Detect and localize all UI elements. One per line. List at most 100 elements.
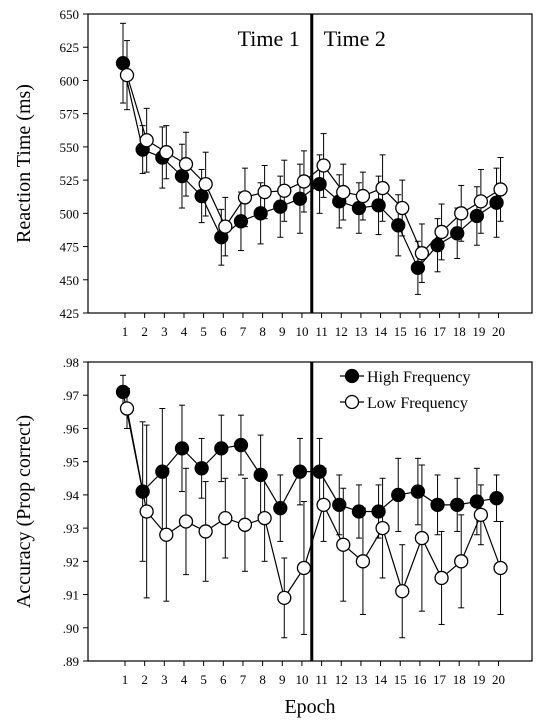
data-point (233, 437, 249, 453)
data-point (139, 133, 154, 148)
x-tick-label: 3 (161, 324, 168, 339)
plot-frame (87, 13, 533, 314)
data-point (257, 184, 272, 200)
plot-frame (87, 361, 533, 662)
data-point (316, 158, 331, 173)
x-tick-label: 7 (240, 324, 247, 339)
x-tick-label: 17 (433, 324, 447, 339)
data-point (375, 520, 390, 536)
data-point (391, 487, 406, 503)
data-point (489, 195, 504, 210)
x-tick-label: 6 (220, 672, 227, 687)
x-tick-label: 11 (315, 672, 328, 687)
x-tick-label: 9 (279, 324, 286, 339)
data-point (454, 554, 469, 569)
x-axis-title: Epoch (284, 696, 335, 718)
x-tick-label: 10 (295, 672, 308, 687)
x-tick-label: 4 (181, 672, 188, 687)
x-tick-label: 12 (335, 672, 348, 687)
data-point (178, 514, 194, 529)
x-tick-label: 18 (453, 672, 466, 687)
chart-panel-2: .89.90.91.92.93.94.95.96.97.981 2 3 4 5 6 7 8 9 1… (13, 355, 533, 718)
data-point (119, 67, 135, 83)
data-point (292, 464, 308, 479)
data-point (194, 461, 209, 476)
data-point (174, 441, 190, 456)
data-point (493, 560, 508, 576)
y-axis-title: Reaction Time (ms) (13, 84, 35, 243)
annotation-time-2: Time 2 (324, 26, 386, 51)
data-point (194, 188, 209, 204)
series-low-frequency (119, 388, 508, 639)
data-point (233, 214, 249, 229)
x-tick-label: 12 (335, 324, 348, 339)
y-tick-label: 475 (60, 240, 80, 255)
y-tick-label: 650 (60, 7, 80, 22)
data-point (155, 464, 170, 479)
data-point (375, 180, 390, 196)
x-tick-label: 13 (354, 672, 367, 687)
x-tick-label: 2 (141, 324, 148, 339)
data-point (296, 174, 312, 189)
legend-marker (344, 394, 360, 410)
data-point (273, 501, 288, 516)
data-point (355, 554, 371, 569)
x-tick-label: 1 (122, 672, 129, 687)
data-point (218, 219, 233, 234)
x-tick-label: 5 (200, 672, 207, 687)
y-tick-label: .98 (63, 355, 79, 370)
data-point (410, 484, 426, 499)
x-tick-label: 6 (220, 324, 227, 339)
x-tick-label: 3 (161, 672, 168, 687)
data-point (410, 260, 426, 275)
data-point (430, 238, 445, 253)
y-tick-label: .93 (63, 521, 79, 536)
data-point (237, 190, 253, 205)
data-point (273, 199, 288, 214)
data-point (371, 198, 386, 213)
series-low-frequency (119, 40, 508, 283)
y-tick-label: .94 (63, 488, 80, 503)
x-tick-label: 19 (472, 324, 485, 339)
data-point (178, 157, 194, 172)
x-tick-label: 10 (295, 324, 308, 339)
data-point (469, 208, 485, 224)
data-point (139, 504, 154, 519)
data-point (430, 497, 445, 513)
legend-label: High Frequency (367, 369, 471, 386)
data-point (351, 200, 367, 216)
x-tick-label: 14 (374, 324, 388, 339)
data-point (434, 224, 449, 240)
data-point (473, 507, 489, 522)
data-point (277, 183, 292, 198)
data-point (198, 176, 213, 192)
y-tick-label: 625 (60, 40, 80, 55)
legend-marker (344, 368, 360, 384)
data-point (414, 530, 430, 546)
data-point (355, 188, 371, 204)
data-point (119, 401, 135, 416)
x-tick-label: 16 (413, 672, 427, 687)
data-point (115, 384, 131, 400)
x-tick-label: 9 (279, 672, 286, 687)
y-tick-label: .95 (63, 455, 79, 470)
x-tick-label: 13 (354, 324, 367, 339)
series-high-frequency (115, 22, 504, 295)
data-point (218, 510, 233, 526)
y-tick-label: 525 (60, 173, 80, 188)
x-tick-label: 18 (453, 324, 466, 339)
x-tick-label: 17 (433, 672, 447, 687)
data-point (395, 584, 410, 599)
x-tick-label: 19 (472, 672, 485, 687)
y-tick-label: .89 (63, 654, 79, 669)
data-point (277, 590, 292, 606)
legend-label: Low Frequency (367, 395, 468, 412)
x-tick-label: 8 (259, 672, 266, 687)
data-point (296, 560, 312, 576)
y-tick-label: 500 (60, 206, 80, 221)
annotation-time-1: Time 1 (238, 26, 300, 51)
data-point (414, 246, 430, 261)
y-tick-label: 550 (60, 140, 80, 155)
data-point (391, 218, 406, 233)
